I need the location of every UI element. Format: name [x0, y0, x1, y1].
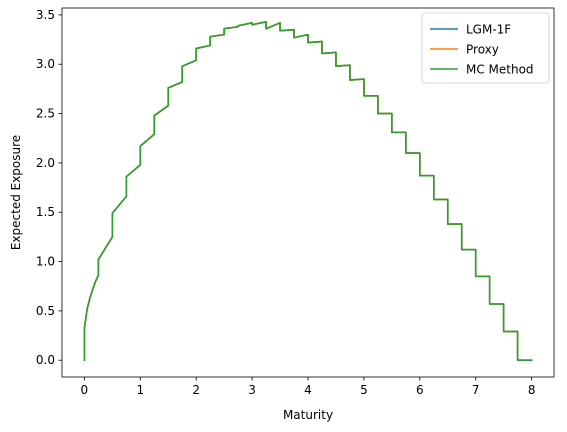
legend-label: Proxy — [466, 43, 499, 57]
y-tick-label: 1.0 — [36, 255, 55, 269]
y-tick-label: 0.5 — [36, 304, 55, 318]
x-axis: 0 1 2 3 4 5 6 7 8 — [81, 377, 536, 397]
x-tick-label: 0 — [81, 383, 89, 397]
x-tick-label: 1 — [136, 383, 144, 397]
y-tick-label: 2.5 — [36, 107, 55, 121]
series-line-2 — [83, 21, 533, 362]
x-tick-label: 6 — [416, 383, 424, 397]
x-tick-label: 7 — [472, 383, 480, 397]
y-tick-label: 2.0 — [36, 156, 55, 170]
x-tick-label: 2 — [192, 383, 200, 397]
y-tick-label: 1.5 — [36, 205, 55, 219]
legend-box — [421, 12, 550, 84]
y-axis: 0.0 0.5 1.0 1.5 2.0 2.5 3.0 3.5 — [36, 8, 62, 367]
legend-label: MC Method — [466, 63, 534, 77]
y-tick-label: 3.5 — [36, 8, 55, 22]
y-tick-label: 0.0 — [36, 353, 55, 367]
y-axis-label: Expected Exposure — [9, 135, 23, 250]
x-tick-label: 3 — [248, 383, 256, 397]
x-axis-label: Maturity — [283, 408, 333, 422]
x-tick-label: 8 — [528, 383, 536, 397]
legend: LGM-1F Proxy MC Method — [421, 12, 550, 84]
series-layer — [83, 21, 533, 362]
x-tick-label: 4 — [304, 383, 312, 397]
y-tick-label: 3.0 — [36, 57, 55, 71]
legend-label: LGM-1F — [466, 23, 511, 37]
x-tick-label: 5 — [360, 383, 368, 397]
